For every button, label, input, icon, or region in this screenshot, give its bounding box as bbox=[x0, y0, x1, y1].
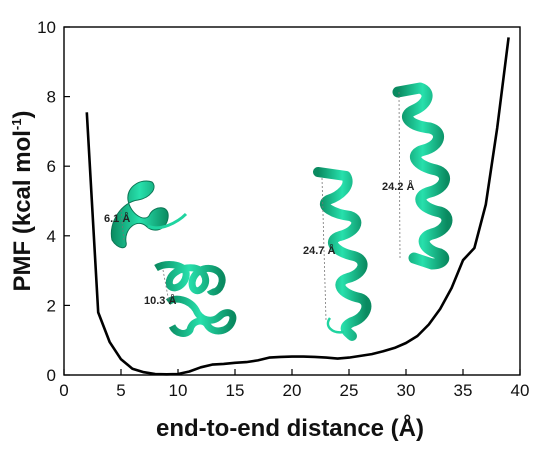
y-tick-label: 2 bbox=[47, 296, 56, 315]
y-tick-label: 6 bbox=[47, 157, 56, 176]
x-tick-label: 0 bbox=[59, 381, 68, 400]
annotation-24-7: 24.7 Å bbox=[303, 244, 335, 257]
pmf-series-line bbox=[85, 37, 510, 376]
x-axis-title: end-to-end distance (Å) bbox=[156, 414, 424, 442]
y-tick-label: 0 bbox=[47, 366, 56, 385]
helix-structure-24-2 bbox=[392, 82, 453, 270]
x-tick-label: 15 bbox=[226, 381, 245, 400]
helix-structure-24-7 bbox=[313, 167, 372, 341]
y-tick-label: 10 bbox=[37, 18, 56, 37]
y-axis-title-close: ) bbox=[9, 111, 36, 119]
x-tick-label: 5 bbox=[116, 381, 125, 400]
y-tick-label: 8 bbox=[47, 88, 56, 107]
annotation-6-1: 6.1 Å bbox=[104, 212, 130, 225]
annotation-10-3: 10.3 Å bbox=[144, 294, 176, 307]
helix-structure-6-1 bbox=[110, 180, 188, 249]
x-tick-label: 40 bbox=[511, 381, 530, 400]
x-tick-label: 35 bbox=[454, 381, 473, 400]
x-tick-label: 20 bbox=[283, 381, 302, 400]
y-tick-label: 4 bbox=[47, 227, 56, 246]
helix-structure-10-3 bbox=[154, 261, 237, 337]
y-axis-title-sup: -1 bbox=[9, 119, 24, 131]
y-axis-title-main: PMF (kcal mol bbox=[9, 130, 36, 291]
axis-ticks: 0 5 10 15 20 25 30 35 40 0 2 4 6 8 10 bbox=[37, 18, 529, 400]
x-tick-label: 10 bbox=[169, 381, 188, 400]
annotation-24-2: 24.2 Å bbox=[382, 180, 414, 193]
y-axis-title: PMF (kcal mol-1) bbox=[9, 111, 36, 292]
x-tick-label: 30 bbox=[397, 381, 416, 400]
x-tick-label: 25 bbox=[340, 381, 359, 400]
